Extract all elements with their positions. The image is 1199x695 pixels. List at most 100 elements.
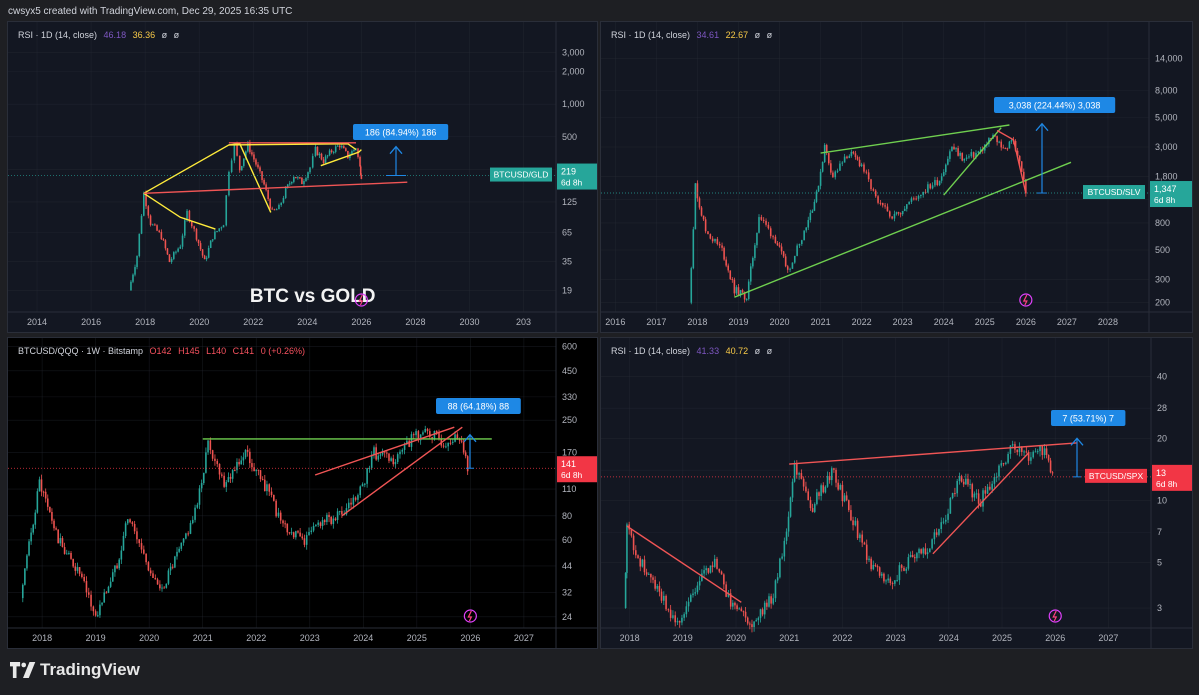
- candle-body: [271, 208, 273, 210]
- chart-panel-btc-slv[interactable]: 14,0008,0005,0003,0001,8001,200800500300…: [600, 21, 1193, 333]
- x-tick-label: 2026: [351, 317, 371, 327]
- candle-body: [120, 550, 123, 560]
- candle-body: [345, 148, 347, 151]
- candle-body: [716, 558, 718, 569]
- candle-body: [676, 621, 679, 623]
- candle-body: [947, 158, 949, 165]
- x-tick-label: 2022: [243, 317, 263, 327]
- candle-body: [703, 570, 705, 574]
- candle-body: [920, 549, 922, 554]
- candle-body: [860, 164, 863, 167]
- candle-body: [76, 567, 79, 571]
- x-tick-label: 2020: [726, 633, 746, 643]
- candle-body: [282, 197, 285, 203]
- y-tick-label: 330: [562, 392, 577, 402]
- candle-body: [725, 584, 727, 597]
- candle-body: [963, 158, 966, 161]
- y-tick-label: 20: [1157, 433, 1167, 443]
- candle-body: [324, 156, 327, 164]
- candle-body: [805, 227, 808, 231]
- candle-body: [322, 159, 325, 164]
- candle-body: [305, 535, 308, 545]
- candle-body: [969, 484, 971, 486]
- trend-line: [228, 143, 272, 213]
- chart-panel-btc-qqq[interactable]: 600 450 330 250 170 110 80 60 44 32 24 2018 2019 2020…: [7, 337, 598, 649]
- candle-body: [211, 450, 214, 459]
- y-tick-label: 19: [562, 285, 572, 295]
- candle-body: [848, 155, 851, 159]
- symbol-tag-label: BTCUSD/SLV: [1088, 187, 1141, 197]
- candle-body: [901, 211, 904, 215]
- candle-body: [92, 606, 95, 612]
- candle-body: [877, 196, 879, 203]
- candle-body: [772, 236, 774, 238]
- candle-body: [392, 458, 395, 465]
- candle-body: [883, 573, 885, 582]
- indicator-legend[interactable]: RSI · 1D (14, close) 34.61 22.67 ø ø: [611, 30, 776, 40]
- candle-body: [188, 210, 191, 222]
- candle-body: [694, 592, 697, 594]
- y-tick-label: 3: [1157, 603, 1162, 613]
- candle-body: [211, 239, 214, 241]
- candle-body: [825, 145, 828, 154]
- candle-body: [887, 578, 889, 581]
- candle-body: [828, 475, 831, 481]
- candle-body: [698, 581, 701, 586]
- candle-body: [770, 596, 772, 604]
- x-tick-label: 2020: [770, 317, 790, 327]
- candle-body: [729, 593, 732, 607]
- candle-body: [133, 524, 136, 532]
- candle-body: [852, 520, 854, 526]
- candle-body: [784, 256, 787, 267]
- candle-body: [977, 493, 980, 504]
- measure-arrowhead: [1070, 437, 1084, 446]
- candle-body: [886, 206, 889, 212]
- candle-body: [158, 230, 161, 232]
- x-tick-label: 2019: [728, 317, 748, 327]
- indicator-value-2: 40.72: [725, 346, 749, 356]
- chart-panel-btc-spx[interactable]: 4028201410753201820192020202120222023202…: [600, 337, 1193, 649]
- candle-body: [894, 580, 896, 584]
- candle-body: [320, 153, 323, 160]
- x-tick-label: 2023: [886, 633, 906, 643]
- x-tick-label: 2018: [135, 317, 155, 327]
- y-tick-label: 10: [1157, 495, 1167, 505]
- candle-body: [44, 491, 47, 499]
- candle-body: [650, 573, 652, 578]
- candle-body: [266, 484, 268, 492]
- symbol-legend[interactable]: BTCUSD/QQQ · 1W · Bitstamp O142 H145 L14…: [18, 346, 309, 356]
- candle-body: [456, 434, 459, 440]
- candle-body: [383, 451, 386, 453]
- candle-body: [223, 475, 225, 487]
- candle-body: [991, 483, 993, 490]
- candle-body: [683, 614, 685, 618]
- candle-body: [789, 497, 792, 517]
- candle-body: [858, 159, 861, 167]
- candle-body: [230, 160, 233, 172]
- candle-body: [905, 568, 908, 571]
- chart-panel-btc-gld[interactable]: 3,0002,0001,0005002501256535192014201620…: [7, 21, 598, 333]
- candle-body: [332, 518, 335, 524]
- candle-body: [301, 536, 304, 539]
- candle-body: [791, 481, 794, 498]
- candle-body: [1016, 449, 1019, 453]
- candle-body: [87, 592, 90, 595]
- indicator-legend[interactable]: RSI · 1D (14, close) 46.18 36.36 ø ø: [18, 30, 183, 40]
- candle-body: [961, 153, 964, 161]
- measure-label: 7 (53.71%) 7: [1062, 414, 1114, 424]
- candle-body: [956, 480, 958, 494]
- indicator-legend[interactable]: RSI · 1D (14, close) 41.33 40.72 ø ø: [611, 346, 776, 356]
- btc-spx-chart: 4028201410753201820192020202120222023202…: [601, 338, 1192, 648]
- candle-body: [319, 522, 322, 526]
- candle-body: [781, 556, 783, 559]
- candle-body: [292, 532, 295, 538]
- candle-body: [891, 582, 894, 584]
- candle-body: [656, 585, 659, 589]
- candle-body: [678, 621, 681, 623]
- candle-body: [318, 153, 321, 156]
- candle-body: [822, 485, 825, 493]
- indicator-value-2: 22.67: [725, 30, 749, 40]
- y-tick-label: 500: [1155, 245, 1170, 255]
- candle-body: [90, 594, 92, 607]
- y-tick-label: 600: [562, 342, 577, 352]
